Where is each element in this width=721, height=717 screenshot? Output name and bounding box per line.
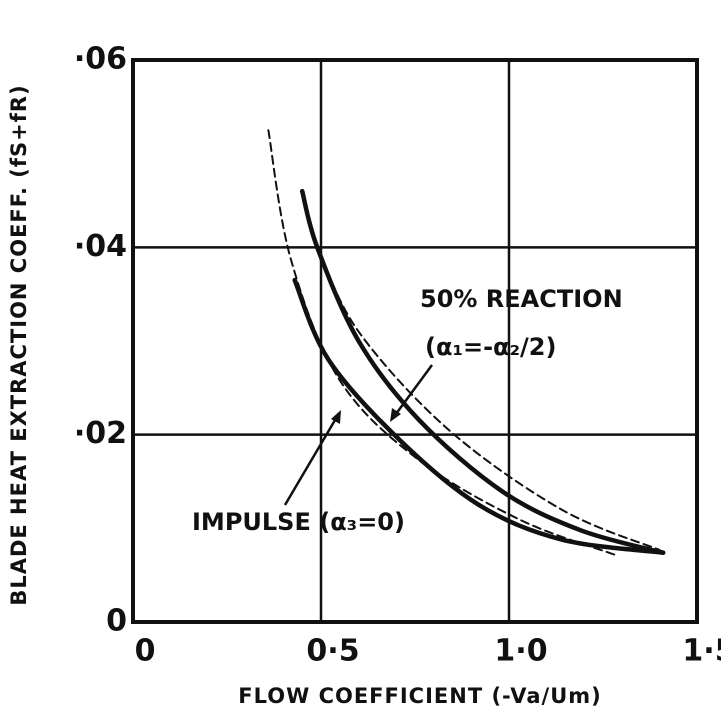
y-axis-label: BLADE HEAT EXTRACTION COEFF. (fS+fR) xyxy=(7,84,31,605)
y-tick-label: 0 xyxy=(106,604,127,639)
line-series xyxy=(299,188,666,555)
y-tick-label: ·02 xyxy=(74,416,127,451)
y-tick-label: ·04 xyxy=(74,229,127,264)
annotation: IMPULSE (α₃=0) xyxy=(192,508,405,536)
arrow xyxy=(283,414,340,506)
x-tick-label: 1·0 xyxy=(494,634,547,669)
x-tick-label: 1·5 xyxy=(682,634,721,669)
annotation: (α₁=-α₂/2) xyxy=(425,333,556,361)
line-series xyxy=(316,246,661,551)
arrow-head xyxy=(331,410,341,424)
x-tick-label: 0 xyxy=(135,634,156,669)
x-axis-label: FLOW COEFFICIENT (-Va/Um) xyxy=(238,684,601,708)
arrow xyxy=(391,364,434,419)
arrow-head xyxy=(390,408,401,422)
x-tick-label: 0·5 xyxy=(306,634,359,669)
y-tick-label: ·06 xyxy=(74,42,127,77)
annotation: 50% REACTION xyxy=(420,285,623,313)
line-series xyxy=(267,129,616,556)
plot-frame xyxy=(131,58,699,624)
